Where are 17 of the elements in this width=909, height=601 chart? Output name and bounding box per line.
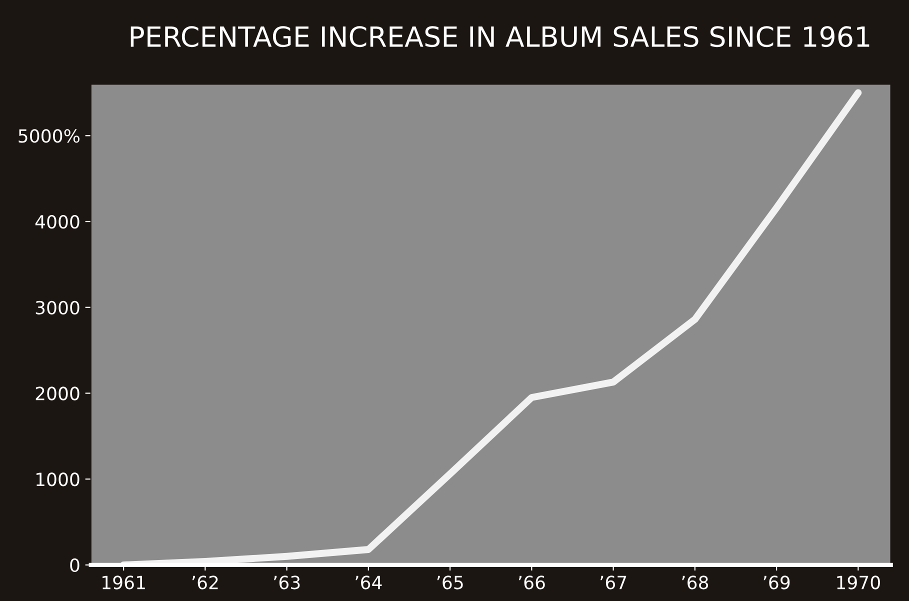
x-tick-label: ’66 [518, 576, 545, 590]
x-tick-label: ’64 [356, 576, 382, 590]
y-tick-label: 5000% [18, 129, 80, 143]
x-tick-label: ’69 [764, 576, 790, 590]
y-tick-label: 0 [70, 558, 80, 572]
x-tick-label: ’67 [600, 576, 626, 590]
x-tick-label: 1961 [102, 576, 145, 590]
x-tick-label: 1970 [837, 576, 880, 590]
y-tick-label: 3000 [36, 300, 80, 314]
chart-title: PERCENTAGE INCREASE IN ALBUM SALES SINCE 1961 [130, 26, 870, 48]
x-tick-label: ’65 [437, 576, 463, 590]
y-tick-label: 2000 [36, 386, 80, 400]
x-tick-label: ’68 [682, 576, 708, 590]
x-tick-label: ’63 [274, 576, 300, 590]
y-tick-label: 1000 [36, 472, 80, 486]
y-tick-label: 4000 [35, 214, 80, 229]
x-tick-label: ’62 [192, 576, 218, 590]
